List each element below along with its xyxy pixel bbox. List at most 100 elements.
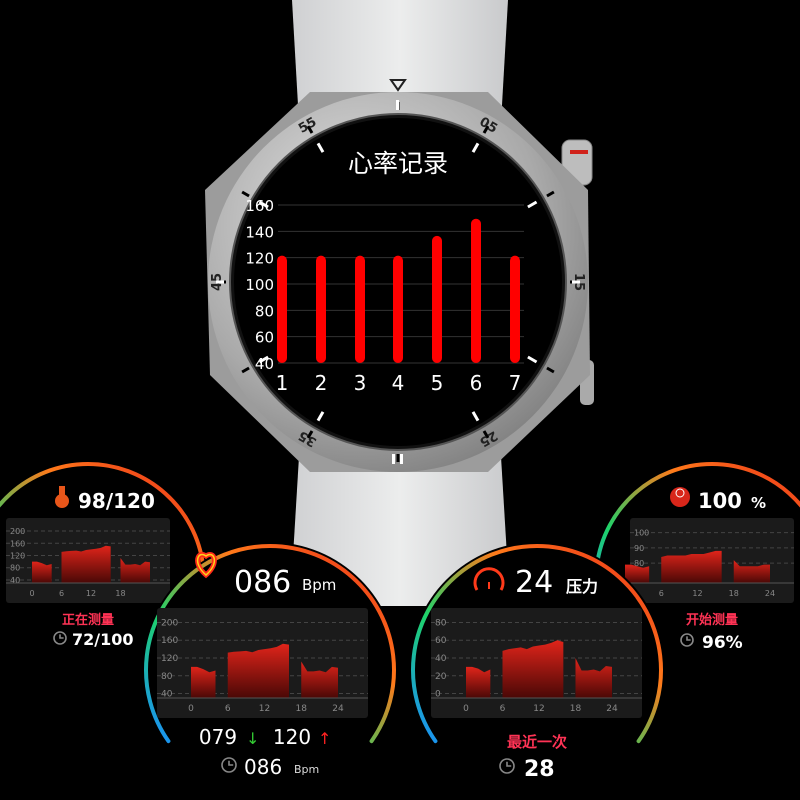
- mini-y-label: 40: [10, 576, 20, 585]
- stress-watch: 24 压力 80 60 40 20 0 0 6 12 18 24 最近一次 28: [409, 542, 665, 798]
- y-tick-label: 160: [245, 197, 274, 215]
- mini-chart-area: [502, 640, 564, 698]
- x-tick-label: 7: [509, 371, 522, 395]
- panel-value: 086: [234, 565, 291, 600]
- panel-unit: %: [751, 494, 766, 512]
- y-tick-label: 120: [245, 250, 274, 268]
- screen-tick: [527, 200, 538, 209]
- mini-y-label: 0: [435, 690, 441, 700]
- screen-tick: [258, 355, 269, 364]
- mini-y-label: 160: [161, 636, 178, 646]
- clock-icon: [680, 633, 694, 647]
- screen-tick: [258, 200, 269, 209]
- mini-x-label: 6: [59, 589, 64, 598]
- mini-chart-area: [733, 560, 770, 583]
- mini-x-label: 6: [500, 704, 506, 714]
- last-value: 28: [524, 757, 555, 782]
- mini-y-label: 20: [435, 672, 447, 682]
- screen-tick: [396, 100, 399, 110]
- mini-x-label: 18: [296, 704, 308, 714]
- mini-chart-area: [661, 550, 722, 583]
- mini-y-label: 200: [161, 618, 178, 628]
- mini-chart-area: [227, 643, 289, 698]
- bezel-tick: [482, 430, 490, 439]
- x-tick-label: 1: [276, 371, 289, 395]
- screen-tick: [316, 411, 325, 422]
- mini-x-label: 24: [765, 589, 775, 598]
- mini-x-label: 12: [692, 589, 702, 598]
- x-tick-label: 6: [470, 371, 483, 395]
- mini-chart-area: [32, 561, 52, 583]
- mini-chart-area: [625, 564, 650, 583]
- last-value: 96%: [702, 633, 743, 653]
- panel-unit: 压力: [566, 577, 598, 596]
- mini-x-label: 24: [606, 704, 618, 714]
- bezel-tick: [546, 366, 555, 374]
- panel-value: 100: [698, 489, 742, 513]
- mini-y-label: 160: [10, 539, 25, 548]
- mini-y-label: 80: [634, 559, 644, 568]
- mini-chart-area: [301, 661, 338, 698]
- panel-value: 24: [515, 565, 553, 600]
- last-value: 086: [244, 755, 282, 779]
- x-tick-label: 2: [315, 371, 328, 395]
- mini-x-label: 24: [332, 704, 344, 714]
- bezel-tick: [241, 190, 250, 198]
- mini-y-label: 120: [10, 552, 25, 561]
- bar-day-2: [316, 255, 326, 363]
- x-tick-label: 5: [431, 371, 444, 395]
- mini-y-label: 90: [634, 544, 644, 553]
- mini-chart-area: [191, 666, 216, 698]
- min-value: 079: [199, 725, 237, 749]
- mini-x-label: 12: [259, 704, 270, 714]
- mini-x-label: 6: [659, 589, 664, 598]
- mini-y-label: 60: [435, 636, 447, 646]
- mini-y-label: 40: [435, 654, 447, 664]
- clock-hands: [686, 636, 691, 641]
- bar-day-4: [393, 255, 403, 363]
- thermometer-stem: [59, 486, 65, 498]
- panel-unit: Bpm: [302, 576, 336, 594]
- bezel-tick: [306, 125, 314, 134]
- status-text: 最近一次: [507, 733, 567, 751]
- bezel-tick: [306, 430, 314, 439]
- mini-x-label: 6: [225, 704, 231, 714]
- clock-icon: [221, 757, 237, 773]
- screen-tick: [392, 454, 395, 464]
- clock-hands: [59, 634, 64, 639]
- mini-y-label: 100: [634, 529, 649, 538]
- y-tick-label: 80: [255, 302, 274, 320]
- mini-y-label: 200: [10, 527, 25, 536]
- bar-day-5: [432, 235, 442, 363]
- mini-chart-area: [61, 545, 111, 583]
- mini-y-label: 80: [435, 618, 447, 628]
- clock-icon: [499, 758, 515, 774]
- mini-y-label: 80: [161, 672, 173, 682]
- thermometer-heart-icon: [55, 494, 69, 508]
- heart-icon-highlight: [196, 553, 216, 576]
- last-value: 72/100: [72, 630, 134, 649]
- screen-tick: [400, 454, 403, 464]
- screen-title: 心率记录: [348, 149, 448, 178]
- mini-chart-area: [120, 557, 150, 583]
- bar-day-6: [471, 218, 481, 363]
- mini-x-label: 0: [188, 704, 194, 714]
- mini-y-label: 80: [10, 564, 20, 573]
- heart-rate-watch: 086 Bpm 200 160 120 80 40 0 6 12 18 24 079 ↓ 120 ↑ 086 Bp…: [142, 542, 398, 798]
- y-tick-label: 60: [255, 329, 274, 347]
- mini-x-label: 18: [570, 704, 582, 714]
- progress-arc: [411, 544, 663, 744]
- mini-y-label: 40: [161, 690, 173, 700]
- screen-tick: [527, 355, 538, 364]
- screen-tick: [316, 142, 325, 153]
- y-tick-label: 100: [245, 276, 274, 294]
- panel-value: 98/120: [78, 489, 155, 513]
- mini-x-label: 0: [29, 589, 34, 598]
- mini-x-label: 12: [86, 589, 96, 598]
- gauge-icon: [473, 567, 505, 591]
- heart-rate-record-chart: 40 60 80 100 120 140 160 1 2 3 4 5 6 7: [245, 197, 524, 395]
- status-text: 正在测量: [62, 612, 114, 628]
- mini-y-label: 120: [161, 654, 178, 664]
